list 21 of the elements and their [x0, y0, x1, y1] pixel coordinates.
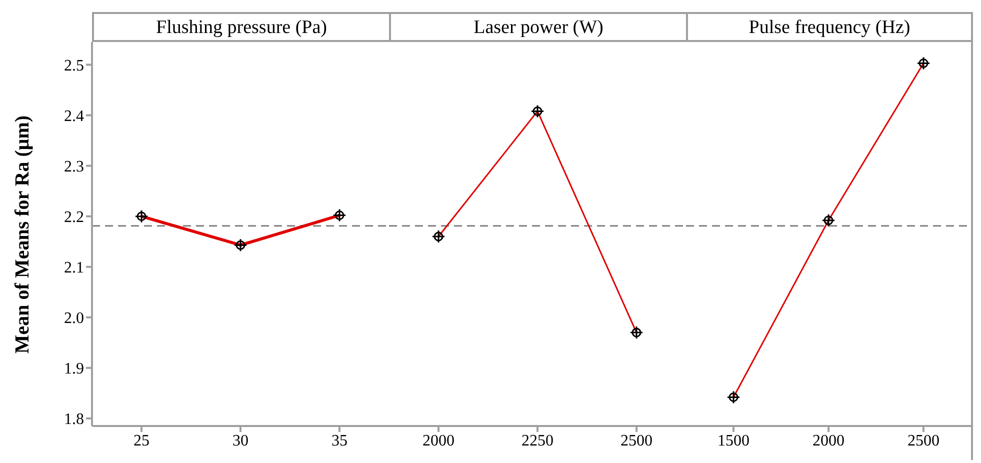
- x-tick-label: 2250: [522, 432, 554, 450]
- x-tick-label: 25: [134, 432, 150, 450]
- y-tick-label: 1.9: [64, 360, 84, 378]
- chart-title: Laser power (W): [389, 12, 686, 42]
- x-tick-label: 1500: [718, 432, 750, 450]
- y-tick-label: 2.3: [64, 158, 84, 176]
- x-tick-label: 35: [332, 432, 348, 450]
- chart-title: Pulse frequency (Hz): [686, 12, 973, 42]
- x-tick-label: 2500: [908, 432, 940, 450]
- x-tick-label: 30: [232, 432, 248, 450]
- y-tick-label: 2.2: [64, 208, 84, 226]
- y-tick-label: 2.1: [64, 260, 84, 277]
- x-tick-label: 2500: [620, 432, 652, 450]
- y-tick-label: 1.8: [64, 411, 84, 428]
- chart-title: Flushing pressure (Pa): [92, 12, 389, 42]
- y-tick-label: 2.5: [64, 57, 84, 74]
- y-axis-title: Mean of Means for Ra (μm): [12, 114, 34, 354]
- x-tick-label: 2000: [812, 432, 844, 450]
- x-tick-label: 2000: [422, 432, 454, 450]
- y-tick-label: 2.4: [64, 108, 84, 125]
- y-tick-label: 2.0: [64, 310, 84, 328]
